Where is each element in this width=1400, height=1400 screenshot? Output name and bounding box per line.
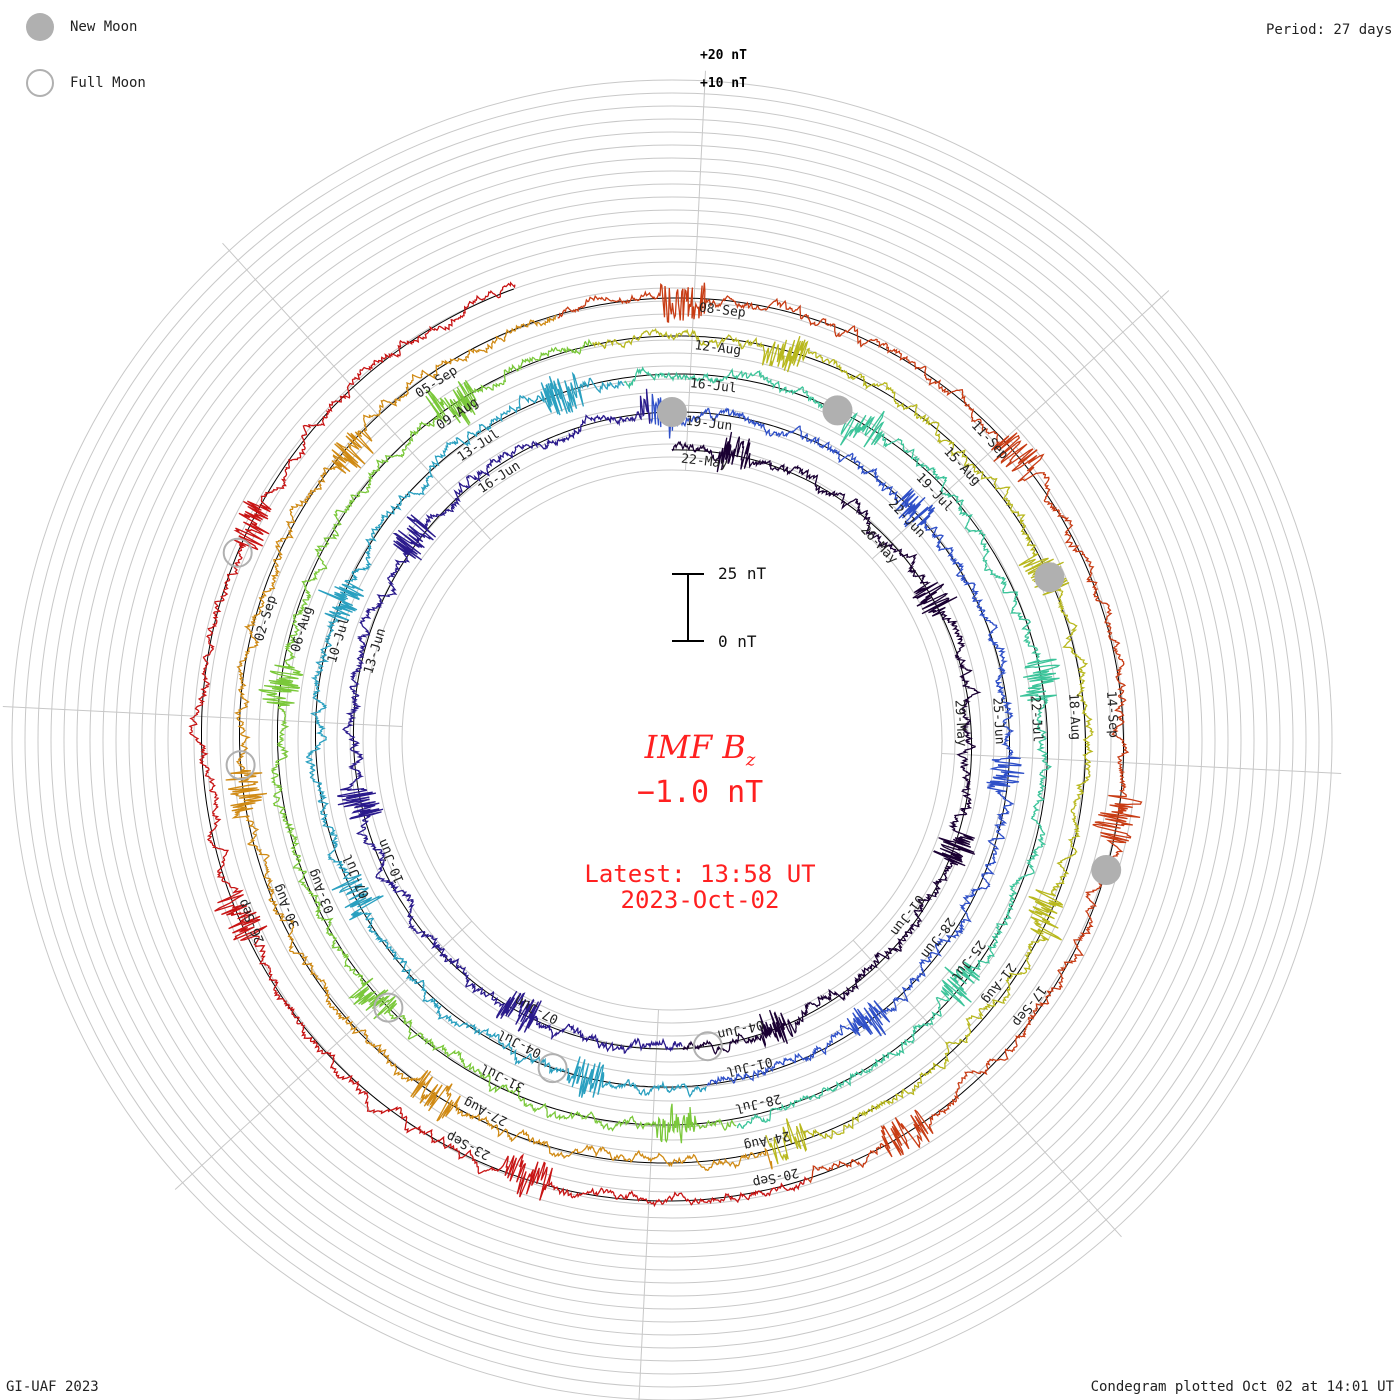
- grid-ring: [271, 339, 1073, 1141]
- date-label: 14-Sep: [1103, 691, 1121, 739]
- grid-spoke: [684, 70, 706, 471]
- chart-title-main: IMF B: [644, 728, 746, 766]
- bz-trace-segment: [623, 366, 1061, 1130]
- grid-ring: [206, 274, 1138, 1206]
- date-label: 29-May: [951, 699, 969, 747]
- full-moon-marker: [222, 537, 253, 568]
- grid-spokes: [2, 70, 1342, 1400]
- date-label: 08-Sep: [698, 301, 747, 321]
- bz-traces: [188, 281, 1143, 1208]
- date-label: 12-Aug: [694, 338, 742, 358]
- scalebar-top-label: 25 nT: [718, 564, 767, 583]
- grid-spoke: [174, 920, 473, 1190]
- grid-ring: [76, 144, 1268, 1336]
- grid-ring: [37, 105, 1307, 1375]
- date-label: 25-Jun: [989, 697, 1007, 745]
- new-moon-marker: [1034, 562, 1065, 593]
- date-label: 16-Jun: [476, 459, 523, 497]
- grid-spoke: [638, 1009, 660, 1400]
- new-moon-marker: [822, 395, 853, 426]
- full-moon-marker: [373, 992, 404, 1023]
- grid-ring: [401, 469, 943, 1011]
- grid-ring: [193, 261, 1151, 1219]
- date-label: 19-Jun: [685, 414, 733, 434]
- grid-ring: [388, 456, 956, 1024]
- scale-label-plus20: +20 nT: [700, 48, 747, 63]
- bz-trace-segment: [671, 431, 982, 1055]
- date-label: 22-Jul: [1027, 695, 1045, 743]
- new-moon-marker: [1091, 855, 1122, 885]
- bz-trace-segment: [188, 281, 808, 1208]
- full-moon-marker: [692, 1031, 723, 1062]
- date-label: 24-Aug: [742, 1127, 791, 1152]
- date-label: 21-Aug: [978, 960, 1018, 1007]
- bz-trace-segment: [225, 314, 773, 1172]
- legend-full-moon: Full Moon: [26, 69, 146, 97]
- date-label: 10-Jul: [325, 616, 353, 665]
- grid-ring: [128, 196, 1216, 1284]
- chart-title: IMF Bz: [0, 728, 1400, 770]
- chart-title-sub: z: [745, 749, 756, 771]
- date-label: 22-May: [680, 452, 729, 472]
- full-moon-marker: [537, 1053, 568, 1084]
- grid-ring: [11, 79, 1333, 1400]
- bz-trace-segment: [305, 371, 707, 1098]
- grid-ring: [154, 222, 1190, 1258]
- date-label: 02-Sep: [252, 594, 280, 643]
- scale-bar: [672, 573, 704, 642]
- bz-trace-segment: [258, 338, 737, 1144]
- grid-ring: [310, 378, 1034, 1102]
- grid-ring: [141, 209, 1203, 1271]
- grid-spoke: [852, 939, 1122, 1238]
- grid-ring: [115, 183, 1229, 1297]
- legend-new-moon: New Moon: [26, 13, 137, 41]
- grid-ring: [89, 157, 1255, 1323]
- new-moon-marker: [657, 397, 687, 427]
- grid-ring: [24, 92, 1320, 1388]
- grid-spoke: [222, 242, 492, 541]
- bz-trace-segment: [337, 388, 683, 1054]
- new-moon-icon: [26, 13, 54, 41]
- grid-ring: [284, 352, 1060, 1128]
- legend-new-moon-label: New Moon: [70, 19, 138, 35]
- grid-ring: [167, 235, 1177, 1245]
- full-moon-icon: [26, 69, 54, 97]
- full-moon-marker: [225, 750, 256, 781]
- grid-ring: [102, 170, 1242, 1310]
- grid-spoke: [2, 706, 403, 728]
- current-value: −1.0 nT: [636, 775, 764, 810]
- legend-full-moon-label: Full Moon: [70, 75, 146, 91]
- period-label: Period: 27 days: [1266, 22, 1393, 38]
- bz-trace-segment: [557, 282, 1143, 1184]
- date-label: 16-Jul: [689, 376, 737, 396]
- grid-ring: [232, 300, 1112, 1180]
- moon-markers: [222, 395, 1122, 1084]
- scalebar-bottom-label: 0 nT: [718, 632, 757, 651]
- grid-ring: [50, 118, 1294, 1362]
- latest-date: 2023-Oct-02: [620, 886, 780, 914]
- date-label: 18-Aug: [1065, 693, 1083, 741]
- scale-label-plus10: +10 nT: [700, 76, 747, 91]
- grid-ring: [180, 248, 1164, 1232]
- latest-time: Latest: 13:58 UT: [584, 860, 816, 888]
- bz-trace-segment: [650, 393, 1025, 1086]
- bz-trace-segment: [592, 327, 1095, 1165]
- footer-credit: GI-UAF 2023: [6, 1379, 99, 1395]
- date-label: 20-Sep: [751, 1164, 800, 1189]
- footer-plotted: Condegram plotted Oct 02 at 14:01 UT: [1090, 1379, 1394, 1395]
- grid-ring: [63, 131, 1281, 1349]
